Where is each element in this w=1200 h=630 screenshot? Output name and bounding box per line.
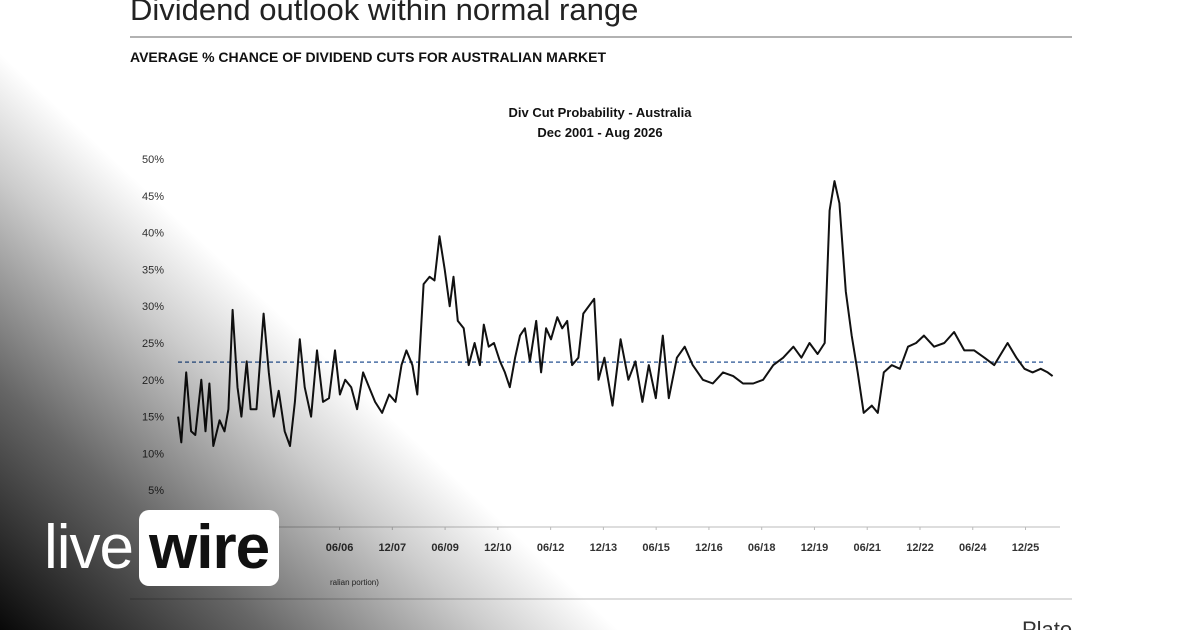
y-tick-label: 5% bbox=[148, 485, 164, 497]
footnote: ralian portion) bbox=[330, 578, 379, 587]
x-tick-label: 06/21 bbox=[853, 542, 881, 554]
x-tick-label: 12/07 bbox=[379, 542, 407, 554]
y-tick-label: 10% bbox=[142, 448, 164, 460]
x-tick-label: 06/06 bbox=[326, 542, 354, 554]
logo-live: live bbox=[44, 513, 134, 582]
publisher: Plato bbox=[1022, 617, 1072, 630]
x-tick-label: 12/16 bbox=[695, 542, 723, 554]
page-title: Dividend outlook within normal range bbox=[130, 0, 638, 27]
x-tick-label: 06/15 bbox=[642, 542, 670, 554]
x-tick-label: 12/13 bbox=[590, 542, 618, 554]
logo-wire: wire bbox=[149, 513, 270, 582]
y-tick-label: 25% bbox=[142, 338, 164, 350]
x-tick-label: 12/22 bbox=[906, 542, 934, 554]
data-line bbox=[177, 180, 1054, 447]
x-tick-label: 06/18 bbox=[748, 542, 776, 554]
y-tick-label: 20% bbox=[142, 375, 164, 387]
x-tick-label: 06/24 bbox=[959, 542, 987, 554]
chart-subtitle: Dec 2001 - Aug 2026 bbox=[537, 125, 662, 140]
x-tick-label: 12/19 bbox=[801, 542, 829, 554]
y-tick-label: 15% bbox=[142, 412, 164, 424]
logo-box: wire bbox=[139, 510, 280, 586]
x-tick-label: 12/25 bbox=[1012, 542, 1040, 554]
y-tick-label: 35% bbox=[142, 264, 164, 276]
x-tick-label: 12/10 bbox=[484, 542, 512, 554]
y-tick-label: 45% bbox=[142, 191, 164, 203]
x-tick-label: 06/09 bbox=[431, 542, 459, 554]
chart-title: Div Cut Probability - Australia bbox=[509, 105, 693, 120]
y-tick-label: 30% bbox=[142, 301, 164, 313]
page-subtitle: AVERAGE % CHANCE OF DIVIDEND CUTS FOR AU… bbox=[130, 49, 606, 65]
x-tick-label: 06/12 bbox=[537, 542, 565, 554]
y-tick-label: 50% bbox=[142, 154, 164, 166]
logo: live wire bbox=[44, 508, 280, 588]
y-tick-label: 40% bbox=[142, 228, 164, 240]
